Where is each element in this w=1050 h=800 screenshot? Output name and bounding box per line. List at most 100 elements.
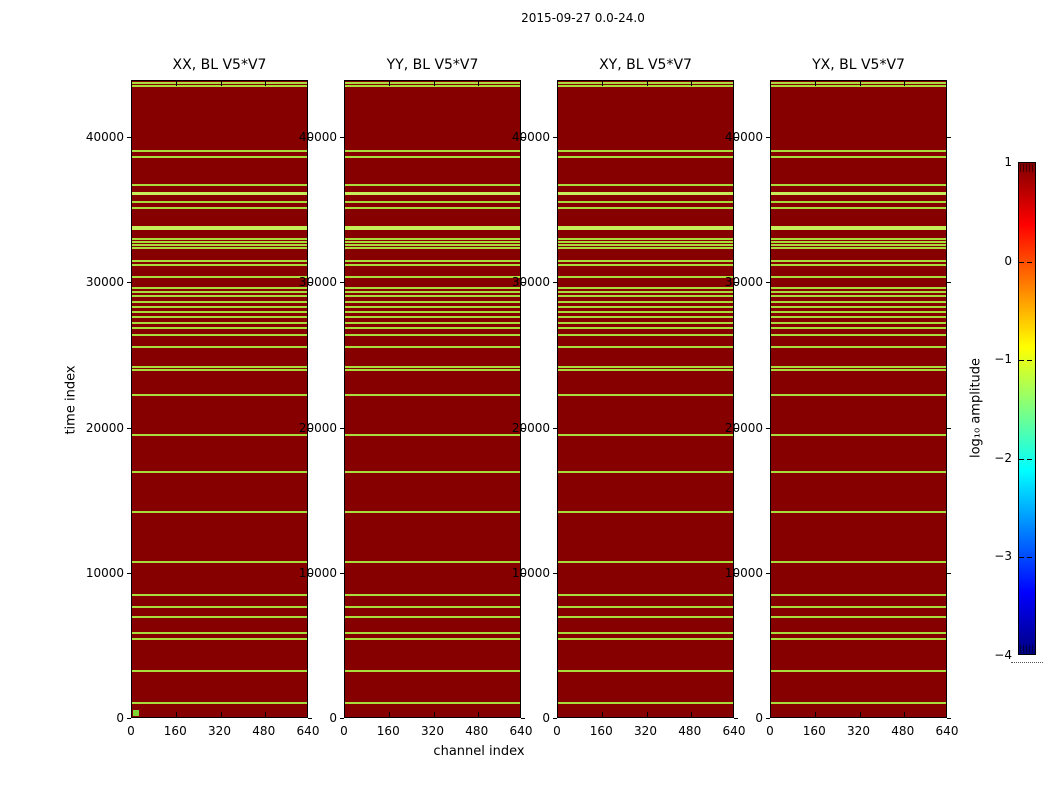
flagged-row-line — [558, 669, 733, 672]
flagged-row-line — [345, 311, 520, 314]
tick-mark — [553, 282, 557, 284]
tick-mark — [521, 282, 525, 284]
flagged-row-line — [558, 510, 733, 513]
flagged-row-line — [345, 638, 520, 640]
flagged-row-line — [771, 264, 946, 267]
colorbar-tick-dash — [1019, 360, 1024, 362]
colorbar-bottom-hatch — [1020, 645, 1034, 653]
flagged-row-line — [771, 85, 946, 87]
tick-mark — [308, 427, 312, 429]
flagged-row-line — [132, 184, 307, 187]
colorbar-tick-dash — [1027, 458, 1032, 460]
panel-title-xx: XX, BL V5*V7 — [172, 57, 267, 73]
tick-mark — [521, 427, 525, 429]
colorbar-label: log₁₀ amplitude — [968, 357, 984, 459]
flagged-row-line — [771, 225, 946, 230]
flagged-row-line — [132, 638, 307, 640]
flagged-row-line — [771, 301, 946, 304]
flagged-row-line — [132, 594, 307, 596]
flagged-row-line — [345, 394, 520, 397]
tick-mark — [734, 427, 738, 429]
flagged-row-line — [771, 471, 946, 474]
tick-mark — [815, 81, 817, 86]
colorbar-tick-label: 1 — [1004, 155, 1012, 169]
flagged-row-line — [558, 264, 733, 267]
flagged-row-line — [771, 638, 946, 640]
tick-mark — [766, 718, 770, 719]
flagged-row-line — [558, 291, 733, 294]
x-tick-label: 640 — [509, 724, 533, 738]
tick-mark — [903, 712, 905, 717]
flagged-row-line — [345, 276, 520, 279]
tick-mark — [264, 712, 266, 717]
tick-mark — [947, 137, 951, 139]
flagged-row-line — [771, 561, 946, 564]
flagged-row-line — [558, 366, 733, 369]
flagged-row-line — [345, 247, 520, 250]
colorbar — [1018, 162, 1036, 655]
flagged-row-line — [558, 150, 733, 153]
flagged-row-line — [345, 291, 520, 294]
flagged-row-line — [558, 286, 733, 289]
flagged-row-line — [132, 434, 307, 437]
tick-mark — [433, 81, 435, 86]
flagged-row-line — [558, 394, 733, 397]
flagged-row-line — [345, 238, 520, 241]
flagged-row-line — [558, 702, 733, 705]
x-tick-label: 160 — [589, 724, 613, 738]
flagged-row-line — [132, 85, 307, 87]
flagged-row-line — [345, 191, 520, 195]
flagged-row-line — [132, 150, 307, 153]
flagged-row-line — [558, 434, 733, 437]
flagged-row-line — [345, 225, 520, 230]
y-tick-label: 20000 — [511, 420, 550, 435]
x-tick-label: 0 — [127, 724, 135, 738]
flagged-row-line — [771, 276, 946, 279]
flagged-row-line — [771, 669, 946, 672]
flagged-row-line — [345, 327, 520, 330]
tick-mark — [553, 427, 557, 429]
colorbar-tick-label: −1 — [994, 352, 1012, 367]
flagged-row-line — [345, 616, 520, 619]
flagged-row-line — [132, 510, 307, 513]
flagged-row-line — [132, 286, 307, 289]
flagged-row-line — [558, 346, 733, 349]
flagged-row-line — [345, 346, 520, 349]
flagged-row-line — [558, 206, 733, 209]
x-tick-label: 160 — [802, 724, 826, 738]
heatmap-panel-xx — [131, 80, 308, 718]
flagged-row-line — [345, 260, 520, 263]
y-tick-label: 10000 — [724, 565, 763, 580]
flagged-row-line — [132, 156, 307, 159]
tick-mark — [553, 137, 557, 139]
flagged-row-line — [558, 333, 733, 336]
flagged-row-line — [132, 606, 307, 609]
tick-mark — [766, 427, 770, 429]
tick-mark — [766, 282, 770, 284]
tick-mark — [389, 81, 391, 86]
x-axis-label: channel index — [433, 744, 525, 759]
flagged-row-line — [132, 327, 307, 330]
flagged-row-line — [132, 394, 307, 397]
flagged-row-line — [771, 333, 946, 336]
flagged-row-line — [771, 606, 946, 609]
flagged-row-line — [558, 81, 733, 84]
flagged-row-line — [771, 286, 946, 289]
flagged-row-line — [132, 322, 307, 325]
flagged-row-line — [132, 369, 307, 372]
flagged-row-line — [771, 510, 946, 513]
flagged-row-line — [558, 369, 733, 372]
y-tick-label: 0 — [329, 711, 337, 725]
flagged-row-line — [771, 394, 946, 397]
flagged-row-line — [558, 276, 733, 279]
flagged-row-line — [771, 291, 946, 294]
y-tick-label: 20000 — [85, 420, 124, 435]
flagged-row-line — [558, 225, 733, 230]
flagged-row-line — [345, 632, 520, 635]
colorbar-tick-dash — [1027, 360, 1032, 362]
flagged-row-line — [771, 346, 946, 349]
flagged-row-line — [771, 150, 946, 153]
tick-mark — [646, 81, 648, 86]
x-tick-label: 480 — [678, 724, 702, 738]
corner-marker-cell — [133, 710, 139, 716]
